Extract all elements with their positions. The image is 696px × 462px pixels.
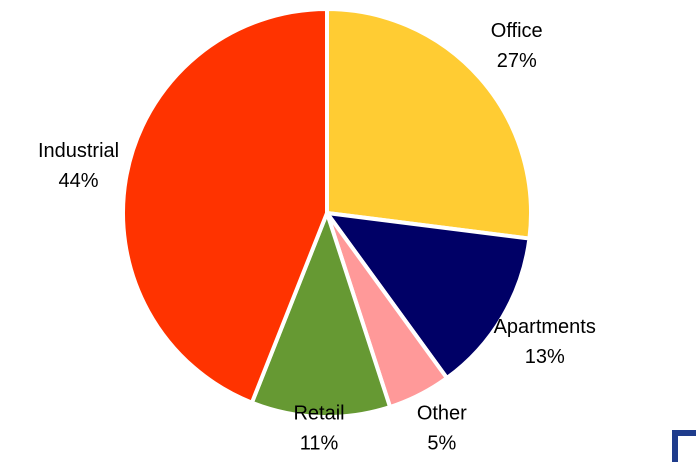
- slice-label: Industrial: [38, 140, 119, 162]
- slice-value-label: 44%: [59, 170, 99, 192]
- slice-value-label: 13%: [525, 346, 565, 368]
- pie-slice: [325, 211, 532, 381]
- slice-label: Office: [491, 20, 543, 42]
- slice-label: Retail: [293, 402, 344, 424]
- pie-slice: [121, 7, 329, 405]
- slice-value-label: 11%: [300, 432, 339, 454]
- slice-label: Other: [417, 402, 467, 424]
- pie-slice: [249, 211, 393, 419]
- corner-logo-inner: [678, 436, 696, 462]
- pie-slice: [325, 7, 533, 241]
- slice-value-label: 27%: [497, 50, 537, 72]
- slice-label: Apartments: [494, 316, 596, 338]
- slice-value-label: 5%: [427, 432, 456, 454]
